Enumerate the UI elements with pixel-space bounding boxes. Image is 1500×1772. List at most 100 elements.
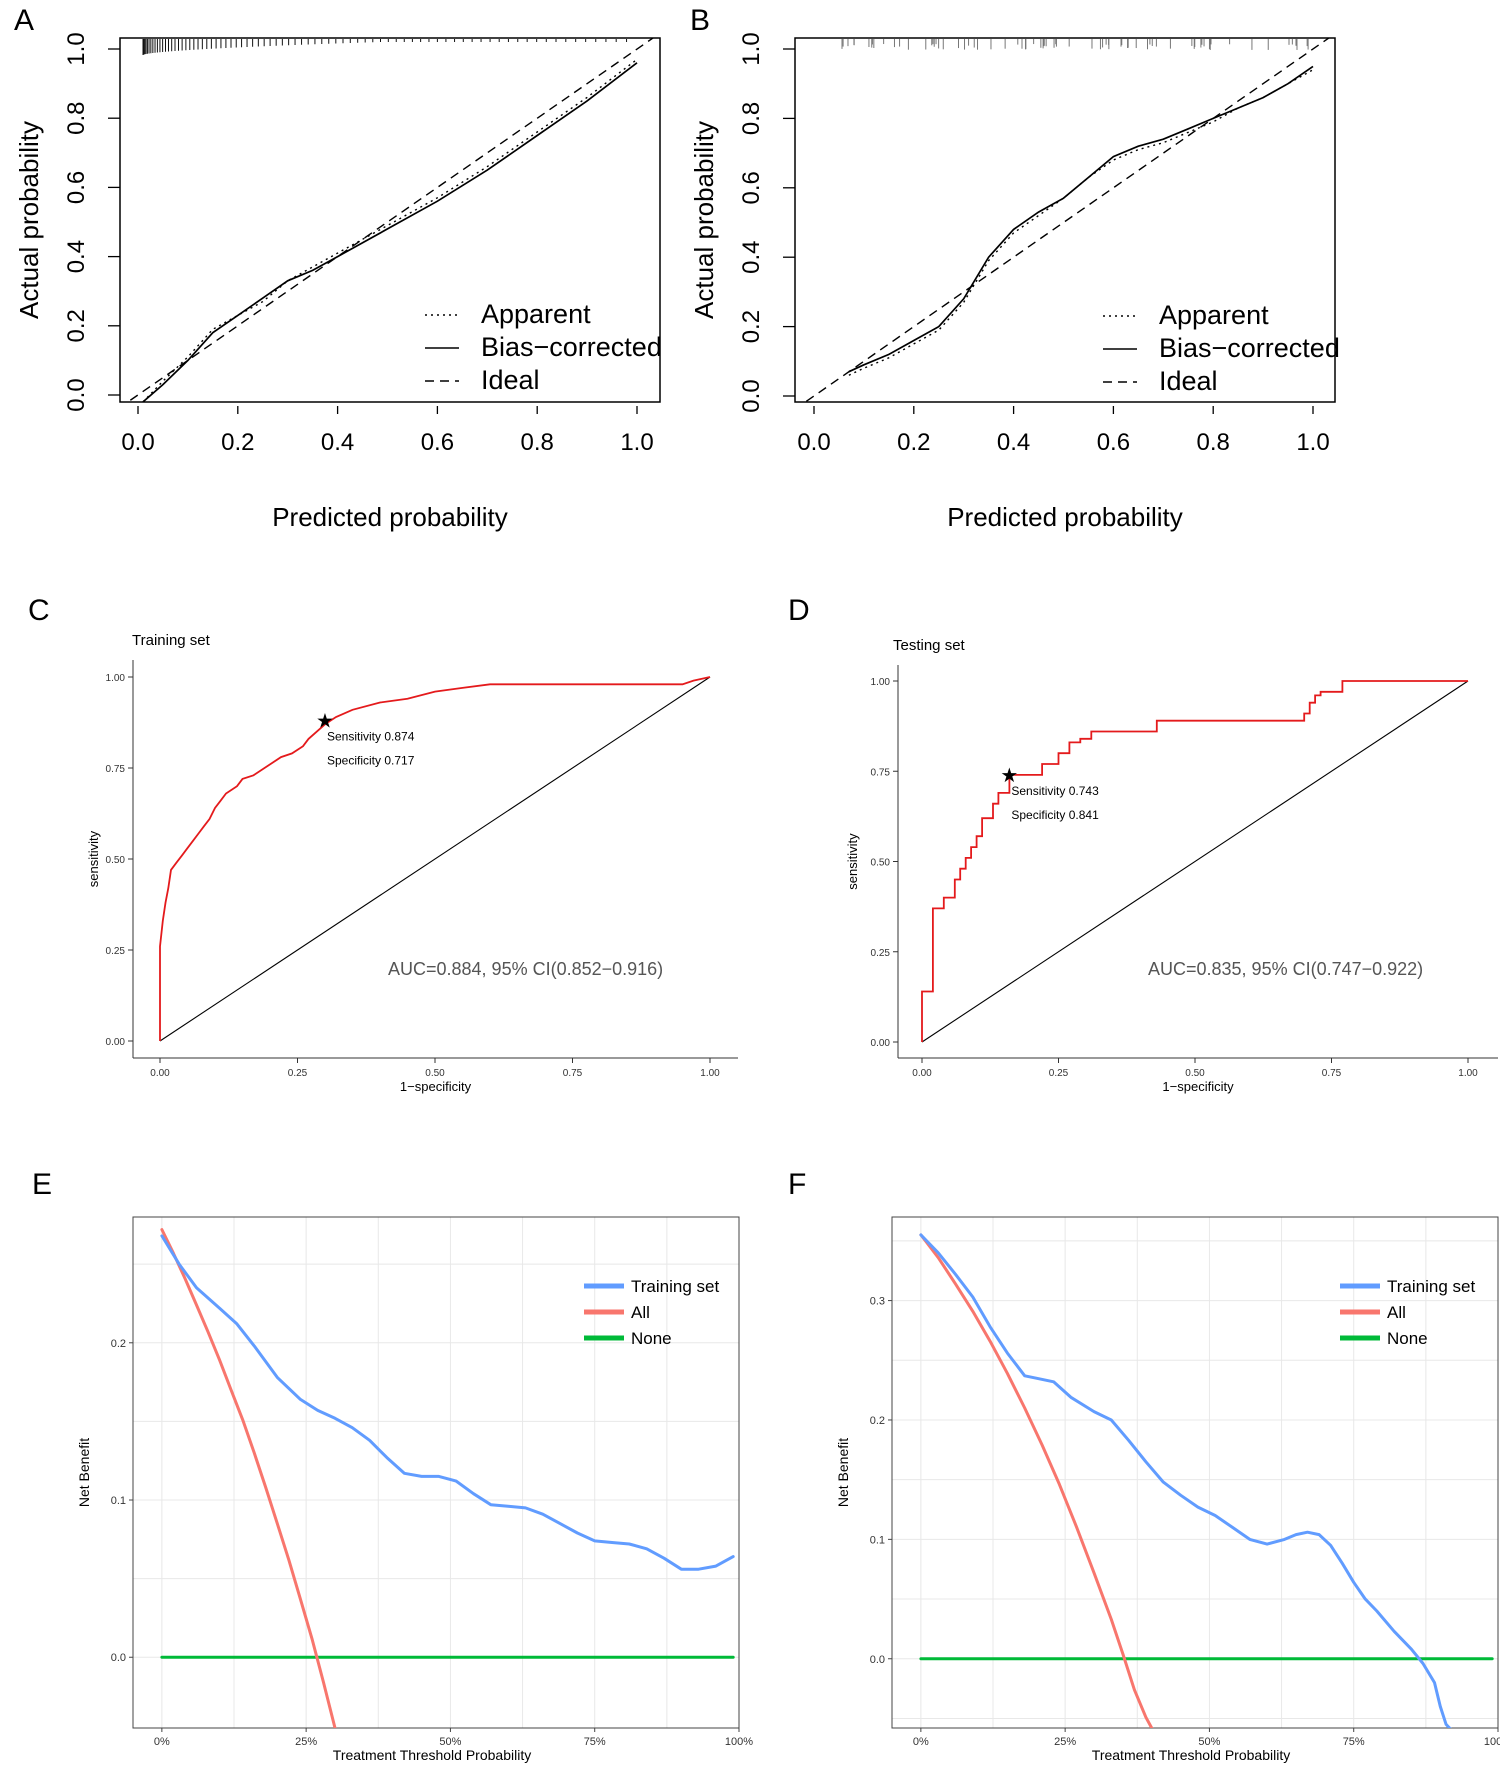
y-tick-label: 1.0 — [63, 32, 90, 65]
series-line-dotted — [142, 58, 638, 402]
panel-label: F — [788, 1168, 806, 1201]
legend-label: None — [631, 1329, 672, 1348]
x-tick-label: 0.8 — [521, 429, 554, 456]
dca-panel-F: F 0% 25% 50% 75% 100% 0.0 0.1 0.2 0.3 Treatment Th… — [788, 1168, 1500, 1763]
y-tick-label: 0.0 — [870, 1654, 885, 1666]
legend-label: Apparent — [1159, 300, 1269, 330]
series-line-all — [160, 1228, 337, 1728]
series-line-training-set — [160, 1234, 735, 1571]
rug-marks — [841, 39, 1309, 50]
x-tick-label: 0.0 — [121, 429, 154, 456]
y-tick-label: 0.3 — [870, 1296, 885, 1308]
rug-marks — [142, 39, 628, 55]
y-tick-label: 0.6 — [63, 171, 90, 204]
y-tick-label: 0.6 — [738, 171, 765, 204]
auc-text: AUC=0.884, 95% CI(0.852−0.916) — [388, 959, 663, 979]
calibration-panel-A: A 0.0 0.2 0.4 0.6 0.8 1.0 0.0 0.2 0.4 0.6 0.8 1.0 Pre… — [14, 4, 662, 532]
x-tick-label: 0% — [154, 1736, 170, 1748]
y-tick-label: 0.2 — [63, 309, 90, 342]
x-tick-label: 75% — [584, 1736, 606, 1748]
y-tick-label: 1.0 — [738, 32, 765, 65]
x-axis-title: Predicted probability — [947, 502, 1183, 532]
chart-title: Training set — [132, 632, 211, 649]
series-line-solid — [142, 62, 638, 402]
x-tick-label: 0% — [913, 1736, 929, 1748]
series-line-dashed — [126, 38, 655, 402]
plot-area — [919, 1233, 1494, 1728]
x-tick-label: 0.00 — [150, 1068, 170, 1079]
x-tick-label: 0.2 — [897, 429, 930, 456]
y-tick-label: 1.00 — [871, 677, 891, 688]
x-tick-label: 0.00 — [912, 1068, 932, 1079]
panel-label: A — [14, 4, 34, 37]
roc-panel-C: C Training set 0.00 0.25 0.50 0.75 1.00 0.00 0.2… — [28, 594, 738, 1094]
y-tick-label: 0.0 — [111, 1652, 126, 1664]
x-tick-label: 0.4 — [997, 429, 1030, 456]
x-tick-label: 1.00 — [1458, 1068, 1478, 1079]
legend-label: Bias−corrected — [1159, 333, 1340, 363]
x-tick-label: 0.75 — [1322, 1068, 1342, 1079]
y-tick-label: 0.50 — [106, 855, 126, 866]
x-tick-label: 25% — [295, 1736, 317, 1748]
y-tick-label: 0.2 — [738, 310, 765, 343]
sensitivity-annotation: Sensitivity 0.743 — [1011, 784, 1099, 798]
legend-label: Bias−corrected — [481, 332, 662, 362]
legend-label: Training set — [1387, 1277, 1475, 1296]
x-axis-title: Predicted probability — [272, 502, 508, 532]
x-tick-label: 100% — [1484, 1736, 1500, 1748]
panel-label: C — [28, 594, 50, 627]
plot-area — [160, 1228, 735, 1728]
legend-label: Ideal — [481, 365, 540, 395]
dca-panel-E: E 0% 25% 50% 75% 100% 0.0 0.1 0.2 Treatment Thres… — [32, 1168, 753, 1763]
x-tick-label: 0.0 — [797, 429, 830, 456]
optimal-cutoff-star: ★ — [316, 711, 334, 733]
plot-frame — [119, 37, 661, 403]
x-axis-title: Treatment Threshold Probability — [1092, 1747, 1290, 1763]
calibration-panel-B: B 0.0 0.2 0.4 0.6 0.8 1.0 0.0 0.2 0.4 0.6 0.8 1.0 Pre… — [689, 4, 1340, 532]
optimal-cutoff-star: ★ — [1000, 765, 1018, 787]
series-line-dashed — [804, 38, 1331, 402]
x-tick-label: 0.75 — [563, 1068, 583, 1079]
x-tick-label: 0.4 — [321, 429, 354, 456]
y-tick-label: 0.8 — [63, 102, 90, 135]
panel-label: B — [690, 4, 710, 37]
panel-label: D — [788, 594, 810, 627]
y-tick-label: 0.4 — [738, 241, 765, 274]
diagonal-reference-line — [159, 676, 711, 1042]
y-axis-title: Actual probability — [14, 121, 44, 319]
y-tick-label: 0.1 — [870, 1534, 885, 1546]
x-tick-label: 0.25 — [1049, 1068, 1069, 1079]
roc-curve — [921, 680, 1468, 1042]
plot-frame — [794, 37, 1336, 403]
legend: Training set All None — [1340, 1277, 1475, 1348]
x-tick-label: 0.25 — [288, 1068, 308, 1079]
panel-label: E — [32, 1168, 52, 1201]
specificity-annotation: Specificity 0.841 — [1011, 808, 1099, 822]
x-tick-label: 0.2 — [221, 429, 254, 456]
y-axis-title: sensitivity — [86, 830, 101, 887]
x-tick-label: 25% — [1054, 1736, 1076, 1748]
y-tick-label: 0.25 — [871, 948, 891, 959]
roc-curve — [159, 676, 711, 1041]
y-tick-label: 0.2 — [111, 1338, 126, 1350]
series-line-all — [919, 1233, 1154, 1728]
y-tick-label: 0.4 — [63, 240, 90, 273]
legend-label: Training set — [631, 1277, 719, 1296]
x-tick-label: 1.00 — [700, 1068, 720, 1079]
legend-label: Ideal — [1159, 366, 1218, 396]
plot-frame — [132, 1216, 740, 1729]
x-axis-title: 1−specificity — [400, 1079, 472, 1094]
series-line-solid — [848, 65, 1314, 373]
y-axis-title: Net Benefit — [835, 1438, 851, 1507]
y-axis-title: Actual probability — [689, 121, 719, 319]
x-tick-label: 0.50 — [425, 1068, 445, 1079]
x-axis-title: Treatment Threshold Probability — [333, 1747, 531, 1763]
x-tick-label: 0.50 — [1185, 1068, 1205, 1079]
sensitivity-annotation: Sensitivity 0.874 — [327, 730, 415, 744]
y-tick-label: 0.0 — [738, 379, 765, 412]
legend-label: All — [1387, 1303, 1406, 1322]
plot-frame — [891, 1216, 1499, 1729]
x-tick-label: 0.6 — [1097, 429, 1130, 456]
